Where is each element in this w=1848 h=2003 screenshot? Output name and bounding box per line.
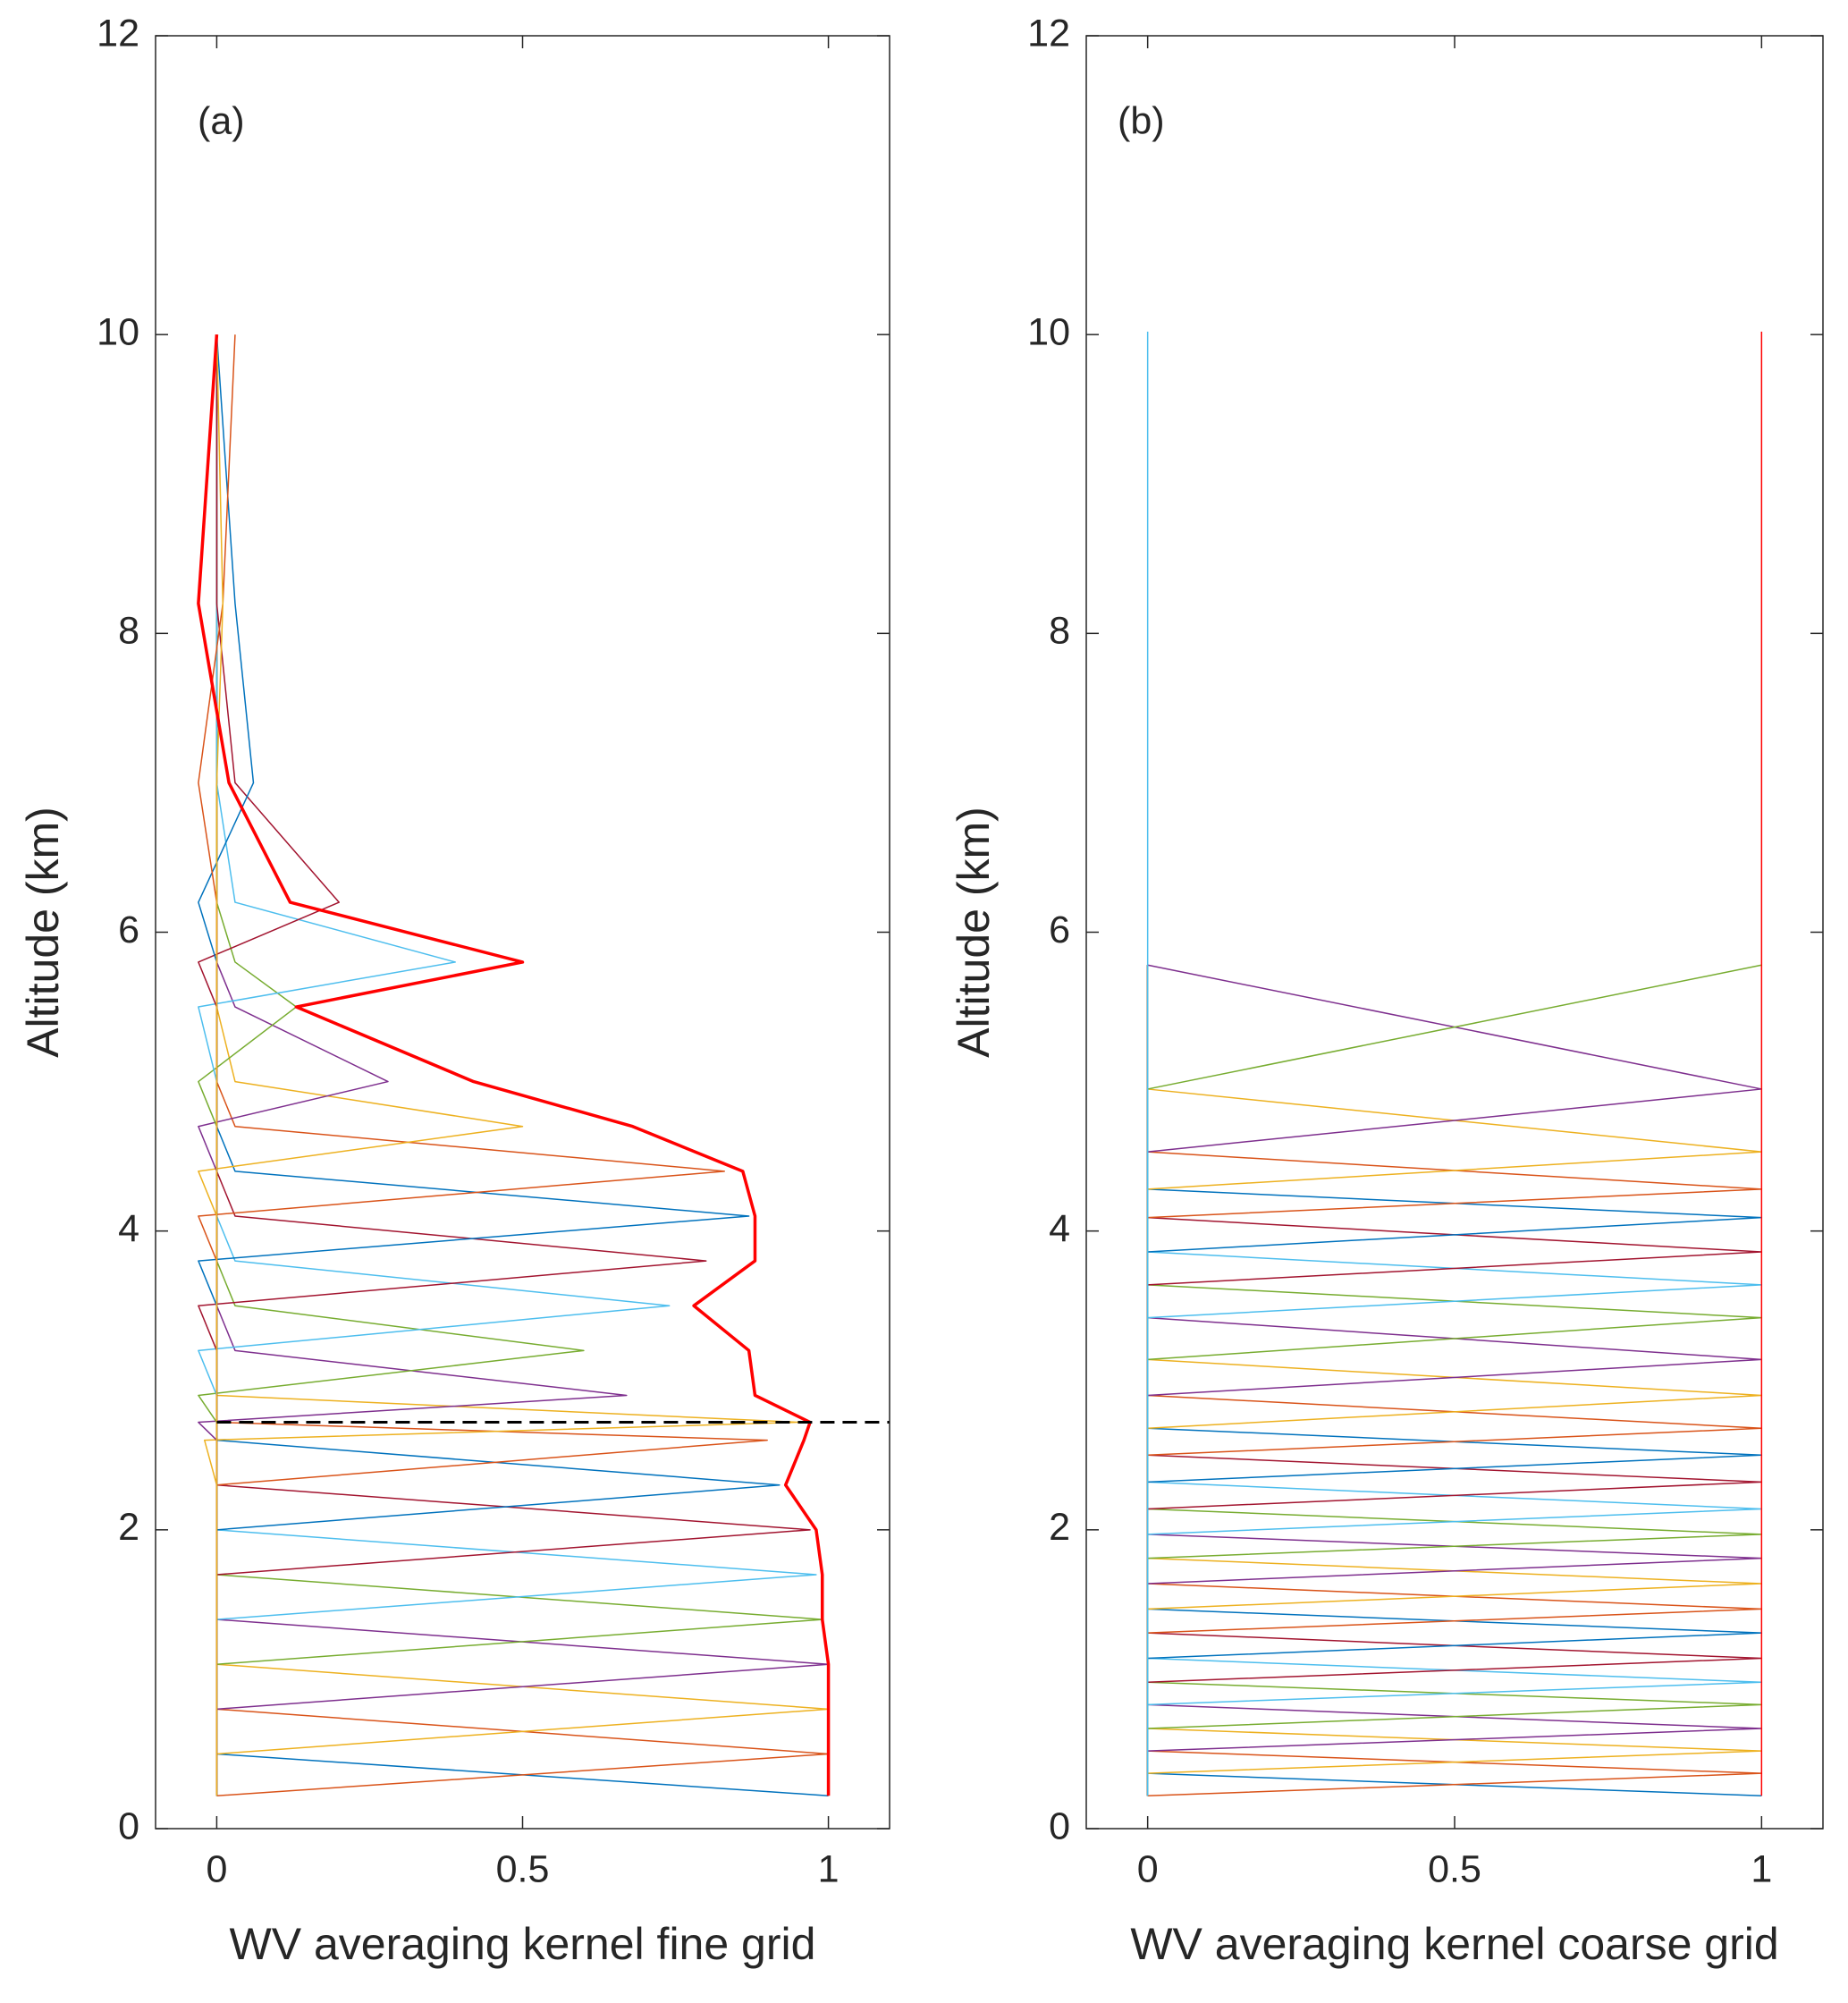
y-tick-label: 12	[97, 12, 139, 55]
kernel-line	[1146, 965, 1763, 1796]
kernel-line	[198, 334, 750, 1796]
kernel-line	[1146, 965, 1763, 1796]
kernel-line	[1146, 964, 1762, 1796]
kernel-line	[1146, 965, 1763, 1796]
x-tick-label: 0	[206, 1847, 227, 1890]
y-tick-label: 6	[118, 909, 139, 951]
kernel-line	[1146, 965, 1763, 1796]
kernel-line	[215, 334, 781, 1796]
kernel-line	[1146, 965, 1763, 1796]
kernel-line	[215, 334, 830, 1796]
kernel-line	[1146, 965, 1763, 1796]
kernel-line	[198, 334, 585, 1796]
kernel-line	[203, 334, 799, 1796]
plot-area	[1146, 331, 1763, 1796]
kernel-line	[1146, 965, 1763, 1796]
kernel-line	[197, 334, 831, 1796]
x-axis-label: WV averaging kernel coarse grid	[1130, 1919, 1778, 1969]
y-axis-label: Altitude (km)	[949, 807, 999, 1058]
kernel-line	[1146, 965, 1763, 1796]
kernel-line	[1146, 965, 1763, 1796]
panel-label: (b)	[1118, 99, 1165, 142]
kernel-line	[1146, 965, 1763, 1796]
kernel-line	[1146, 965, 1763, 1796]
x-axis-label: WV averaging kernel fine grid	[230, 1919, 816, 1969]
kernel-line	[1146, 965, 1763, 1796]
kernel-line	[198, 334, 707, 1796]
kernel-line	[1146, 964, 1763, 1796]
y-tick-label: 2	[1049, 1506, 1070, 1549]
kernel-line	[215, 334, 829, 1796]
x-tick-label: 0	[1137, 1847, 1159, 1890]
y-tick-label: 10	[97, 311, 139, 354]
y-tick-label: 8	[118, 610, 139, 653]
kernel-line	[1146, 965, 1762, 1796]
kernel-line	[1146, 965, 1763, 1796]
kernel-line	[215, 334, 224, 1796]
kernel-line	[198, 334, 389, 1796]
y-axis-label: Altitude (km)	[18, 807, 68, 1058]
y-tick-label: 6	[1049, 909, 1070, 951]
y-tick-label: 4	[1049, 1207, 1070, 1250]
kernel-line	[1146, 965, 1763, 1796]
kernel-line	[215, 334, 830, 1796]
plot-area	[197, 334, 831, 1796]
kernel-line	[1146, 965, 1763, 1796]
kernel-line	[215, 334, 768, 1796]
y-tick-label: 10	[1027, 311, 1070, 354]
kernel-line	[1146, 965, 1763, 1796]
y-tick-label: 8	[1049, 610, 1070, 653]
y-tick-label: 0	[118, 1804, 139, 1847]
axes-box	[155, 35, 890, 1830]
y-tick-label: 2	[118, 1506, 139, 1549]
kernel-line	[1146, 965, 1763, 1796]
kernel-line	[1146, 965, 1763, 1796]
kernel-line	[215, 334, 830, 1796]
y-tick-label: 12	[1027, 12, 1070, 55]
kernel-line	[215, 334, 817, 1796]
x-tick-label: 1	[1751, 1847, 1772, 1890]
x-tick-label: 1	[818, 1847, 840, 1890]
kernel-line	[1146, 965, 1763, 1796]
y-tick-label: 0	[1049, 1804, 1070, 1847]
kernel-line	[1146, 965, 1763, 1796]
kernel-line	[1146, 965, 1763, 1796]
kernel-line	[215, 334, 823, 1796]
kernel-line	[215, 334, 811, 1796]
y-tick-label: 4	[118, 1207, 139, 1250]
kernel-line	[1146, 965, 1763, 1796]
x-tick-label: 0.5	[1428, 1847, 1481, 1890]
kernel-line	[198, 334, 726, 1796]
kernel-line	[1146, 965, 1763, 1796]
panel-label: (a)	[198, 99, 245, 142]
kernel-line	[198, 334, 628, 1796]
x-tick-label: 0.5	[496, 1847, 550, 1890]
